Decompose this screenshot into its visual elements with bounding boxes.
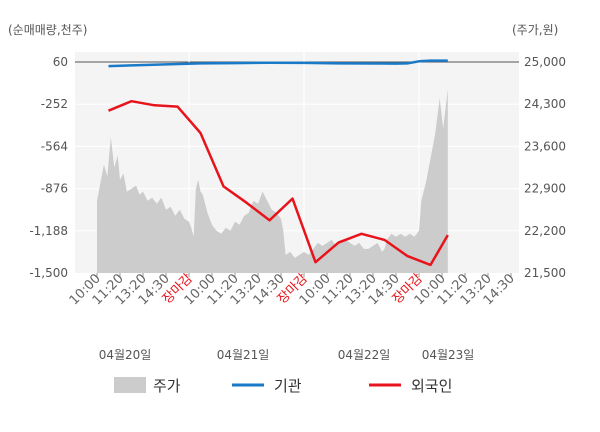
right-tick-label: 23,600 (524, 139, 566, 153)
date-label: 04월20일 (99, 348, 152, 362)
right-tick-label: 22,200 (524, 224, 566, 238)
left-tick-label: 60 (53, 55, 68, 69)
left-tick-label: -1,500 (29, 266, 68, 280)
price-series (97, 89, 448, 273)
right-tick-label: 24,300 (524, 97, 566, 111)
right-tick-label: 22,900 (524, 182, 566, 196)
legend: 주가 기관 외국인 (114, 377, 452, 395)
right-tick-label: 21,500 (524, 266, 566, 280)
right-axis-unit-label: (주가,원) (512, 23, 558, 37)
right-tick-label: 25,000 (524, 55, 566, 69)
legend-label: 외국인 (411, 377, 452, 395)
left-tick-label: -564 (41, 139, 68, 153)
left-tick-label: -252 (41, 97, 68, 111)
date-label: 04월21일 (217, 348, 270, 362)
institution-line (108, 59, 448, 68)
legend-label: 주가 (153, 377, 181, 395)
flow-series (108, 59, 449, 267)
date-label: 04월23일 (422, 348, 475, 362)
foreign-line (108, 99, 449, 267)
legend-swatch-price (114, 377, 146, 393)
legend-label: 기관 (274, 377, 302, 395)
price-area (97, 89, 448, 273)
date-label: 04월22일 (338, 348, 391, 362)
left-tick-label: -1,188 (29, 224, 68, 238)
left-axis-unit-label: (순매매량,천주) (8, 22, 87, 37)
date-labels: 04월20일 04월21일 04월22일 04월23일 (99, 348, 475, 362)
left-tick-label: -876 (41, 182, 68, 196)
